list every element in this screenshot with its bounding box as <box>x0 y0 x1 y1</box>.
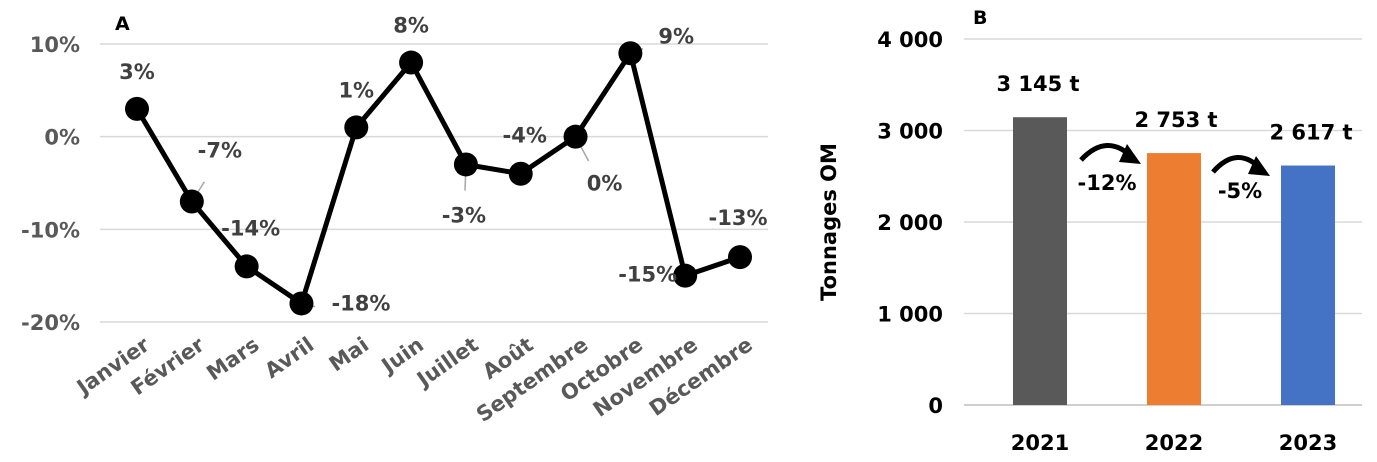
bar <box>1281 165 1335 405</box>
y-tick-label: 10% <box>30 33 80 57</box>
x-tick-label: 2023 <box>1279 431 1337 455</box>
points-a <box>125 41 752 316</box>
y-tick-label: 3 000 <box>877 120 943 144</box>
x-tick-label: Juillet <box>411 332 483 392</box>
data-label: 9% <box>658 24 694 48</box>
x-ticks-b: 2021 2022 2023 <box>1011 431 1337 455</box>
y-tick-label: -20% <box>21 311 80 335</box>
data-label: 2 617 t <box>1269 121 1352 145</box>
data-labels-a: 3% -7% -14% -18% 1% 8% -3% -4% 0% 9% -15% -13% <box>119 14 767 316</box>
arrowhead <box>1248 156 1270 176</box>
bar <box>1013 117 1067 406</box>
bar <box>1147 153 1201 405</box>
grid-a <box>100 43 768 323</box>
panel-label-a: A <box>115 13 130 35</box>
y-axis-label: Tonnages OM <box>817 143 841 301</box>
x-tick-label: 2021 <box>1011 431 1069 455</box>
x-tick-label: Avril <box>260 332 318 383</box>
y-tick-label: 4 000 <box>877 28 943 52</box>
bar-chart-panel-b: B Tonnages OM 4 000 3 000 2 000 1 000 0 2021… <box>817 7 1362 455</box>
data-label: -7% <box>198 139 242 163</box>
data-label: 8% <box>393 14 429 38</box>
y-tick-label: 0 <box>928 394 943 418</box>
data-point <box>618 41 643 66</box>
data-label: 1% <box>338 78 374 102</box>
change-label: -5% <box>1218 179 1262 203</box>
data-point <box>125 96 149 121</box>
x-tick-label: Mars <box>202 332 263 385</box>
y-tick-label: 1 000 <box>877 303 943 327</box>
data-label: -4% <box>503 124 547 148</box>
change-label: -12% <box>1078 171 1137 195</box>
x-tick-label: Mai <box>325 332 373 376</box>
y-tick-label: 2 000 <box>877 211 943 235</box>
data-label: 0% <box>587 172 623 196</box>
data-point <box>728 245 752 270</box>
series-line <box>134 50 741 306</box>
data-point <box>508 161 533 186</box>
arrowhead <box>1119 144 1141 164</box>
data-label: -18% <box>331 291 390 315</box>
change-arrows: -12% -5% <box>1078 143 1270 203</box>
y-tick-label: -10% <box>21 218 80 242</box>
y-ticks-b: 4 000 3 000 2 000 1 000 0 <box>877 28 943 418</box>
data-point <box>563 124 588 149</box>
data-point <box>179 189 204 214</box>
data-label: -13% <box>709 206 768 230</box>
bars-b <box>1013 117 1335 406</box>
data-label: -14% <box>221 216 280 240</box>
data-labels-b: 3 145 t 2 753 t 2 617 t <box>996 72 1352 144</box>
data-point <box>453 152 478 177</box>
y-ticks-a: 10% 0% -10% -20% <box>21 33 80 335</box>
data-point <box>399 50 424 75</box>
x-tick-label: 2022 <box>1145 431 1203 455</box>
data-point <box>289 291 314 316</box>
data-label: -3% <box>442 203 486 227</box>
data-point <box>673 263 698 288</box>
data-label: -15% <box>618 263 677 287</box>
data-point <box>344 115 369 140</box>
data-label: 2 753 t <box>1134 108 1217 132</box>
data-label: 3 145 t <box>996 72 1079 96</box>
y-tick-label: 0% <box>44 126 80 150</box>
data-point <box>234 254 259 279</box>
data-label: 3% <box>119 60 155 84</box>
panel-label-b: B <box>973 7 987 29</box>
